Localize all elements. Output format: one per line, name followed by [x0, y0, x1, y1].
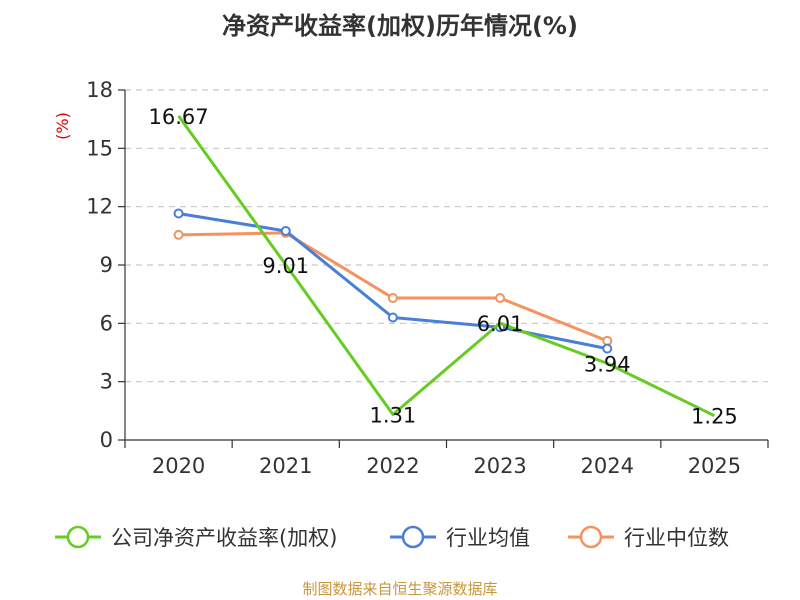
x-tick-label: 2023 — [473, 454, 526, 478]
series-point-1 — [387, 312, 398, 323]
y-tick-label: 9 — [100, 253, 113, 277]
x-tick-label: 2022 — [366, 454, 419, 478]
data-label: 1.25 — [691, 405, 738, 429]
data-label: 3.94 — [584, 352, 631, 376]
source-note: 制图数据来自恒生聚源数据库 — [302, 580, 498, 598]
series-point-1 — [602, 343, 613, 354]
series-point-1 — [173, 208, 184, 219]
data-label: 16.67 — [149, 105, 209, 129]
y-tick-label: 6 — [100, 311, 113, 335]
chart-title: 净资产收益率(加权)历年情况(%) — [222, 12, 578, 40]
x-tick-label: 2024 — [581, 454, 634, 478]
x-tick-label: 2020 — [152, 454, 205, 478]
data-label: 1.31 — [370, 404, 417, 428]
y-tick-label: 15 — [86, 136, 113, 160]
legend-label: 公司净资产收益率(加权) — [111, 526, 337, 550]
legend-label: 行业均值 — [446, 526, 530, 550]
series-point-2 — [387, 293, 398, 304]
data-label: 6.01 — [477, 312, 524, 336]
y-tick-label: 18 — [86, 78, 113, 102]
y-axis-label: (%) — [53, 112, 72, 140]
series-point-2 — [173, 229, 184, 240]
y-tick-label: 12 — [86, 195, 113, 219]
legend-label: 行业中位数 — [624, 526, 729, 550]
x-tick-label: 2021 — [259, 454, 312, 478]
series-point-2 — [495, 293, 506, 304]
series-line-0 — [177, 114, 716, 418]
x-tick-label: 2025 — [688, 454, 741, 478]
y-tick-label: 3 — [100, 370, 113, 394]
y-tick-label: 0 — [100, 428, 113, 452]
legend-marker — [579, 525, 603, 549]
series-point-1 — [280, 225, 291, 236]
legend-marker — [66, 525, 90, 549]
data-label: 9.01 — [262, 254, 309, 278]
legend-marker — [401, 525, 425, 549]
series-line-2 — [178, 231, 608, 343]
